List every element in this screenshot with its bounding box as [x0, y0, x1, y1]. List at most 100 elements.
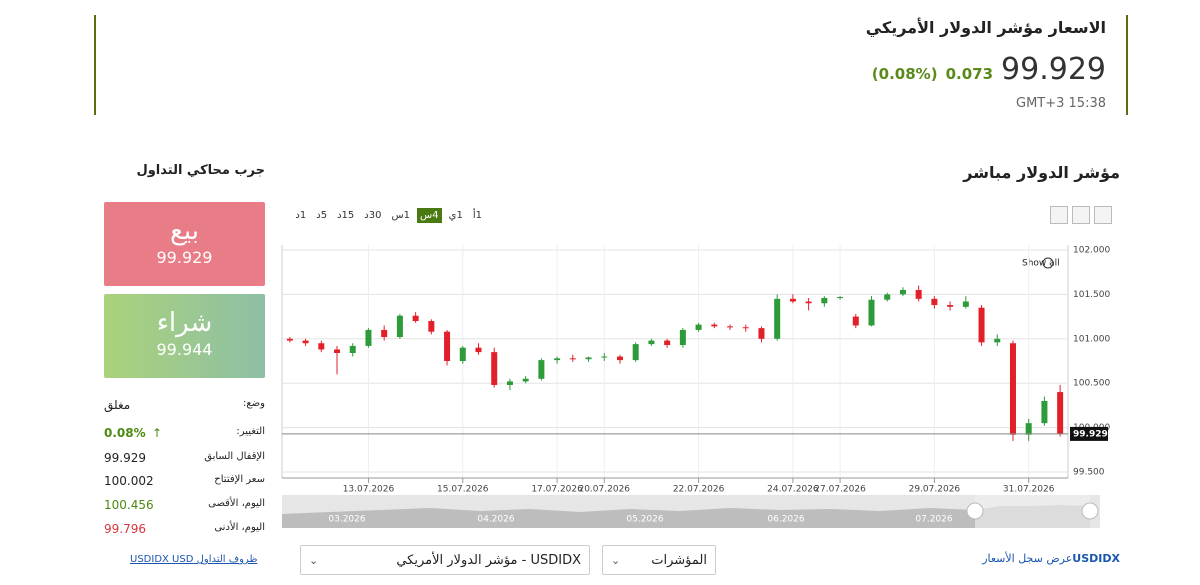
- buy-button[interactable]: شراء 99.944: [104, 294, 265, 378]
- sell-button[interactable]: بيع 99.929: [104, 202, 265, 286]
- candle-body: [837, 297, 844, 299]
- stat-row: 99.796 اليوم، الأدنى: [104, 522, 265, 536]
- timeframe-button[interactable]: 4س: [417, 208, 442, 223]
- candle-body: [554, 358, 561, 361]
- timeframe-button[interactable]: 1س: [391, 210, 411, 221]
- timeframe-button[interactable]: 15د: [337, 210, 355, 221]
- candle-body: [978, 307, 985, 343]
- chevron: ⌄: [611, 553, 621, 567]
- candle-body: [1041, 400, 1048, 424]
- header-title: الاسعار مؤشر الدولار الأمريكي: [865, 18, 1106, 37]
- icon-line[interactable]: [1050, 206, 1068, 224]
- candle-body: [616, 356, 623, 361]
- chevron: ⌄: [309, 553, 319, 567]
- change-pct: (0.08%): [871, 65, 938, 83]
- stat-value: 99.796: [104, 522, 146, 536]
- price: 99.929: [1001, 52, 1106, 87]
- candle-body: [742, 327, 749, 329]
- price-row: 99.929 0.073 (0.08%): [872, 52, 1106, 87]
- stat-row: 99.929 الإقفال السابق: [104, 451, 265, 465]
- candle-body: [349, 345, 356, 354]
- chart-type-icons: [1050, 206, 1112, 224]
- candle-body: [491, 352, 498, 385]
- candle-body: [868, 299, 875, 326]
- candle-body: [947, 305, 954, 307]
- stat-label: اليوم، الأقصى: [208, 498, 265, 509]
- timeframe-button[interactable]: 30د: [364, 210, 382, 221]
- timeframe-button[interactable]: 1د: [295, 210, 307, 221]
- candle-body: [475, 347, 482, 353]
- candle-body: [585, 357, 592, 360]
- candle-body: [648, 340, 655, 345]
- arrow-up: ↑: [152, 426, 163, 440]
- stat-value: 100.456: [104, 498, 154, 512]
- candle-body: [569, 358, 576, 360]
- candle-body: [538, 360, 545, 379]
- timeframe-button[interactable]: 1أ: [472, 210, 482, 221]
- candle-body: [444, 331, 451, 361]
- navigator-label: 06.2026: [767, 515, 804, 525]
- y-tick-label: 99.500: [1073, 468, 1105, 478]
- stat-label: اليوم، الأدنى: [214, 522, 265, 533]
- candle-body: [962, 301, 969, 307]
- timeframe-button[interactable]: 1ي: [448, 210, 463, 221]
- candle-body: [899, 289, 906, 295]
- stat-value: 99.929: [104, 451, 146, 465]
- candle-body: [664, 340, 671, 346]
- candle-body: [412, 315, 419, 322]
- navigator-handle[interactable]: [1081, 502, 1099, 520]
- stat-row: 100.456 اليوم، الأقصى: [104, 498, 265, 512]
- navigator-label: 04.2026: [477, 515, 514, 525]
- timeframes: 1أ 1ي 4س 1س 30د 15د 5د 1د: [288, 208, 485, 223]
- candle-body: [931, 298, 938, 306]
- panel-title: جرب محاكي التداول: [136, 163, 265, 178]
- show-all[interactable]: Show all: [1022, 259, 1060, 269]
- divider: [1126, 15, 1128, 115]
- icon-bars[interactable]: [1072, 206, 1090, 224]
- timeframe-button[interactable]: 5د: [316, 210, 328, 221]
- candle-body: [396, 315, 403, 338]
- stat-row: 100.002 سعر الإفتتاح: [104, 474, 265, 488]
- candle-body: [632, 344, 639, 361]
- stat-value: 0.08%: [104, 426, 146, 440]
- stat-row: 0.08% ↑ التغيير:: [104, 426, 265, 440]
- instrument-select[interactable]: ⌄ USDIDX - مؤشر الدولار الأمريكي: [300, 545, 590, 575]
- candle-body: [506, 381, 513, 385]
- candle-body: [381, 329, 388, 338]
- history-symbol: USDIDX: [1072, 552, 1120, 565]
- last-price-label: 99.929: [1073, 429, 1108, 439]
- candle-body: [805, 301, 812, 304]
- indicators-select[interactable]: ⌄ المؤشرات: [602, 545, 716, 575]
- candle-body: [1025, 423, 1032, 435]
- candle-body: [428, 321, 435, 332]
- candle-body: [774, 298, 781, 339]
- stat-value: 100.002: [104, 474, 154, 488]
- candle-body: [679, 329, 686, 346]
- icon-area[interactable]: [1094, 206, 1112, 224]
- candle-body: [789, 298, 796, 302]
- chart-title: مؤشر الدولار مباشر: [963, 163, 1120, 182]
- navigator-label: 03.2026: [328, 515, 365, 525]
- navigator-window[interactable]: [975, 495, 1090, 528]
- candle-body: [318, 343, 325, 350]
- stat-label: التغيير:: [236, 426, 265, 437]
- navigator-label: 07.2026: [915, 515, 952, 525]
- navigator-label: 05.2026: [626, 515, 663, 525]
- stat-label: وضع:: [242, 398, 265, 409]
- navigator-handle[interactable]: [966, 502, 984, 520]
- instrument-text: USDIDX - مؤشر الدولار الأمريكي: [396, 552, 581, 568]
- history-text: عرض سجل الأسعار: [982, 552, 1073, 565]
- buy-price: 99.944: [156, 340, 213, 359]
- buy-label: شراء: [156, 308, 213, 338]
- last-price-box: [1070, 426, 1108, 441]
- conditions-link[interactable]: ظروف التداول USDIDX USD: [130, 554, 258, 565]
- candle-body: [302, 340, 309, 344]
- indicators-text: المؤشرات: [651, 552, 707, 568]
- x-tick-label: 31.07.2026: [1003, 485, 1055, 495]
- stat-label: سعر الإفتتاح: [214, 474, 265, 485]
- candle-body: [711, 324, 718, 327]
- candle-body: [884, 294, 891, 300]
- history-link[interactable]: USDIDX عرض سجل الأسعار: [982, 552, 1120, 565]
- zoom-icon[interactable]: [1042, 257, 1054, 269]
